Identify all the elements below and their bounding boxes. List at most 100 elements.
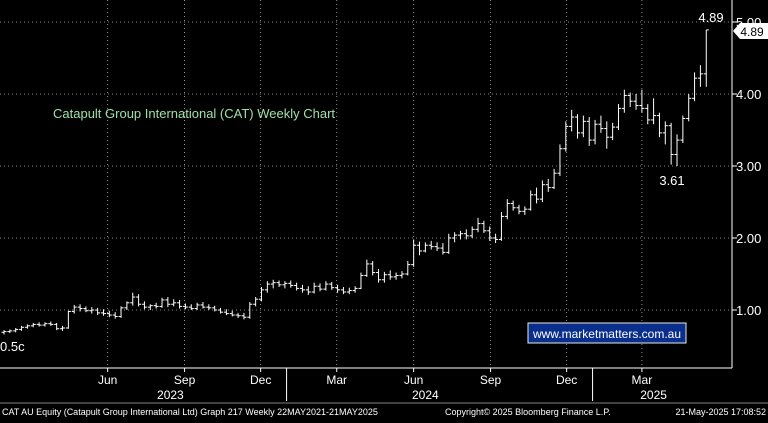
ohlc-bar <box>253 297 259 307</box>
last-price-label: 4.89 <box>698 10 723 25</box>
ohlc-bar <box>364 259 370 277</box>
x-tick-label: Mar <box>326 373 347 387</box>
ohlc-bar <box>469 226 475 238</box>
ohlc-bar <box>7 329 13 334</box>
ohlc-bar <box>282 281 288 289</box>
ohlc-bar <box>106 310 112 318</box>
ohlc-bar <box>504 199 510 220</box>
start-price-label: 0.5c <box>0 339 25 354</box>
x-tick-label: Sep <box>480 373 502 387</box>
ohlc-bar <box>258 286 264 302</box>
x-tick-label: Dec <box>556 373 577 387</box>
watermark-text: www.marketmatters.com.au <box>532 327 681 341</box>
ohlc-bar <box>387 270 393 280</box>
ohlc-bar <box>656 112 662 138</box>
ohlc-bar <box>147 304 153 310</box>
ohlc-bar <box>545 178 551 192</box>
ohlc-bar <box>452 232 458 243</box>
ohlc-bar <box>498 212 504 241</box>
ohlc-bar <box>557 144 563 177</box>
ohlc-bar <box>405 261 411 276</box>
ohlc-bar <box>481 220 487 233</box>
ohlc-bar <box>235 312 241 318</box>
chart-title: Catapult Group International (CAT) Weekl… <box>53 106 335 121</box>
ohlc-bar <box>112 312 118 319</box>
ohlc-bar <box>42 322 48 327</box>
ohlc-bar <box>516 204 522 215</box>
ohlc-bar <box>627 92 633 107</box>
ohlc-bar <box>89 307 95 314</box>
ohlc-bar <box>24 324 30 329</box>
footer-right: 21-May-2025 17:08:52 <box>675 407 766 417</box>
ohlc-bar <box>370 261 376 276</box>
ohlc-bar <box>680 115 686 143</box>
ohlc-bar <box>71 304 77 314</box>
ohlc-bar <box>83 306 89 313</box>
ohlc-bar <box>510 200 516 211</box>
x-tick-label: Dec <box>250 373 271 387</box>
ohlc-bar <box>13 328 19 333</box>
ohlc-bar <box>270 279 276 289</box>
ohlc-bar <box>633 94 639 110</box>
ohlc-bar <box>171 299 177 307</box>
ohlc-bar <box>317 283 323 292</box>
ohlc-bar <box>329 281 335 290</box>
ohlc-bar <box>340 286 346 295</box>
ohlc-bar <box>247 302 253 319</box>
price-tag: 4.89 <box>733 23 768 39</box>
ohlc-bar <box>60 325 66 331</box>
ohlc-bar <box>422 242 428 253</box>
year-label: 2024 <box>412 388 439 402</box>
ohlc-bar <box>493 233 499 244</box>
y-tick-label: 2.00 <box>736 231 761 246</box>
x-tick-label: Sep <box>174 373 196 387</box>
ohlc-bar <box>586 117 592 146</box>
ohlc-bar <box>200 302 206 309</box>
ohlc-bar <box>177 299 183 309</box>
ohlc-bar <box>54 322 60 331</box>
ohlc-bar <box>206 304 212 310</box>
ohlc-bar <box>393 272 399 280</box>
ohlc-bar <box>346 287 352 295</box>
ohlc-bar <box>686 94 692 122</box>
ohlc-bar <box>141 301 147 310</box>
ohlc-bar <box>522 206 528 215</box>
ohlc-bar <box>457 230 463 240</box>
y-tick-label: 3.00 <box>736 159 761 174</box>
year-label: 2023 <box>157 388 184 402</box>
price-tag-text: 4.89 <box>740 25 764 39</box>
footer-center: Copyright© 2025 Bloomberg Finance L.P. <box>445 407 611 417</box>
ohlc-bar <box>241 312 247 320</box>
ohlc-bar <box>528 190 534 211</box>
ohlc-bar <box>311 282 317 294</box>
ohlc-bar <box>188 304 194 310</box>
ohlc-bar <box>299 284 305 293</box>
ohlc-bar <box>352 286 358 293</box>
ohlc-bar <box>434 242 440 251</box>
watermark-box: www.marketmatters.com.au <box>527 322 687 344</box>
ohlc-bar <box>381 271 387 283</box>
ohlc-bar <box>153 302 159 309</box>
ohlc-bar <box>264 281 270 293</box>
ohlc-bar <box>668 122 674 165</box>
ohlc-bars <box>1 29 709 335</box>
ohlc-bar <box>165 297 171 308</box>
ohlc-bar <box>1 330 7 335</box>
ohlc-bar <box>610 122 616 141</box>
ohlc-bar <box>575 114 581 139</box>
ohlc-bar <box>335 284 341 293</box>
ohlc-bar <box>159 297 165 308</box>
ohlc-bar <box>551 168 557 190</box>
x-tick-label: Mar <box>632 373 653 387</box>
ohlc-bar <box>534 187 540 204</box>
ohlc-bar <box>604 121 610 149</box>
year-label: 2025 <box>640 388 667 402</box>
ohlc-bar <box>580 115 586 138</box>
x-tick-label: Jun <box>404 373 423 387</box>
ohlc-bar <box>487 226 493 241</box>
ohlc-bar <box>651 98 657 125</box>
ohlc-bar <box>276 280 282 287</box>
ohlc-bar <box>674 134 680 166</box>
ohlc-bar <box>569 109 575 132</box>
ohlc-bar <box>463 229 469 240</box>
